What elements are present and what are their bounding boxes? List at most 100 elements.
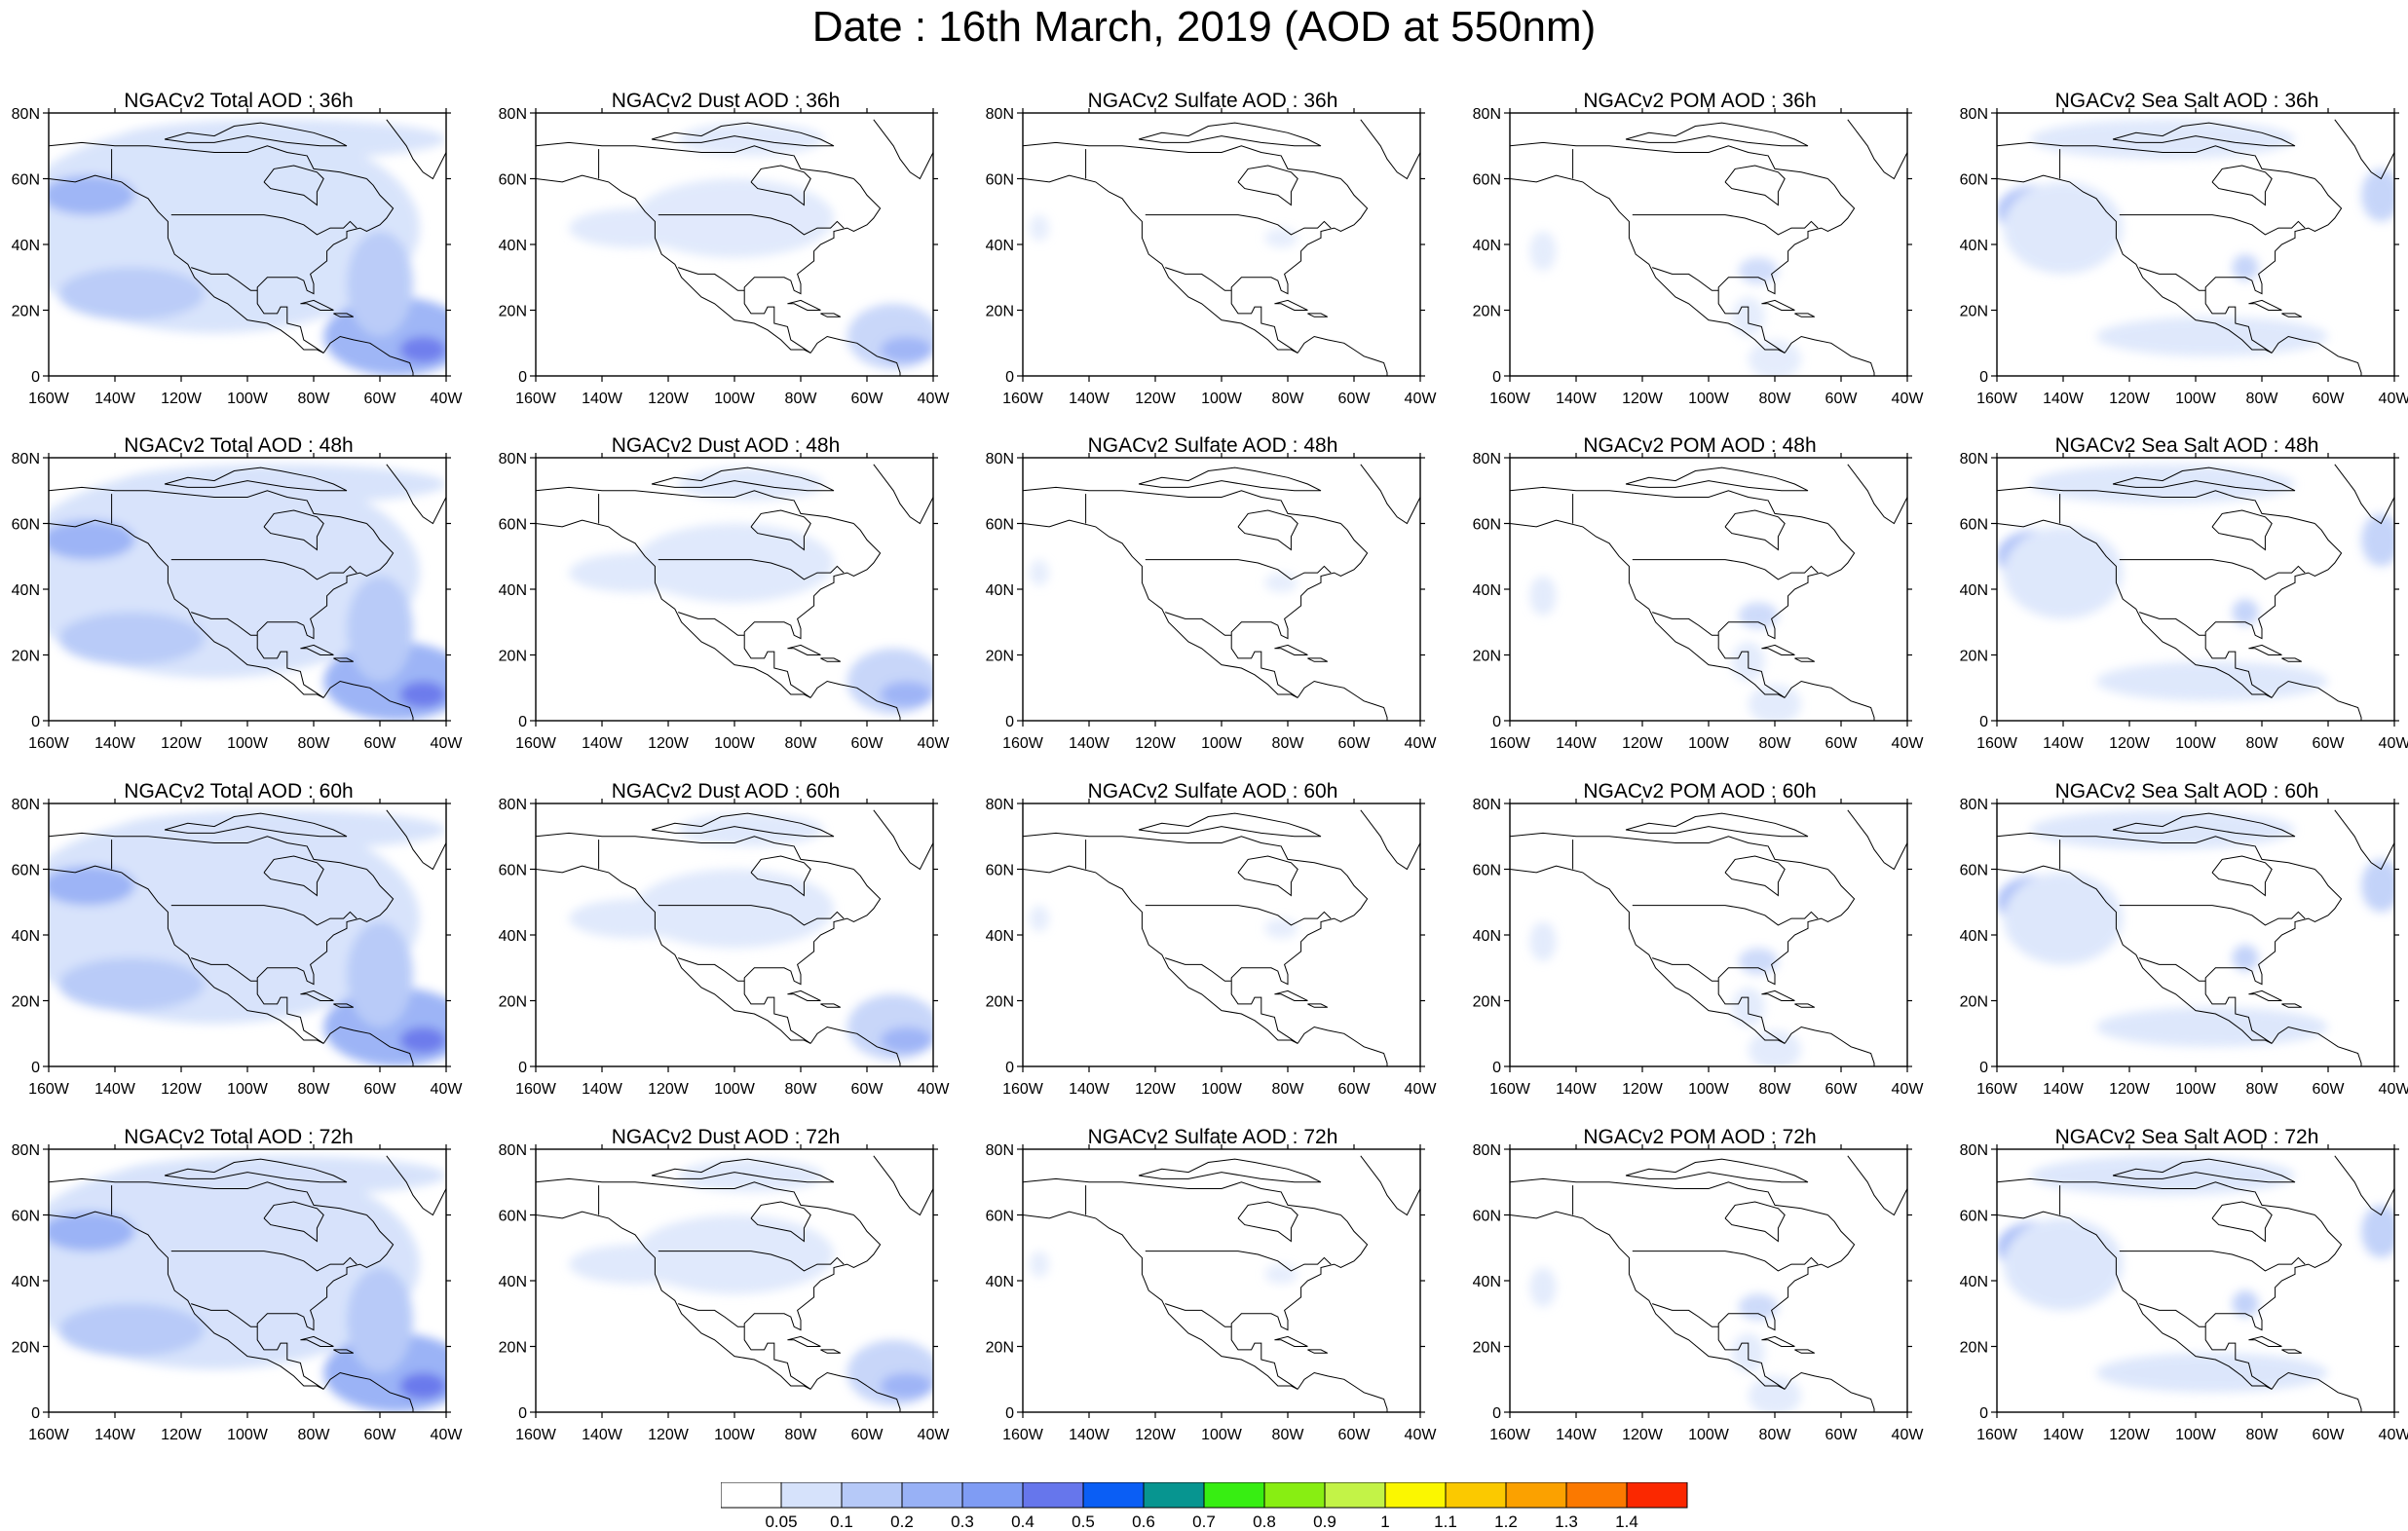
lon-label: 140W [94, 391, 136, 407]
coastline [1724, 1201, 1786, 1243]
coastline [170, 905, 357, 926]
lon-label: 140W [94, 1081, 136, 1098]
coastline [191, 612, 258, 636]
lon-label: 100W [2175, 1427, 2217, 1443]
lon-label: 100W [227, 735, 269, 752]
lat-label: 40N [1960, 582, 1988, 599]
aerosol-field [115, 464, 446, 504]
lon-label: 80W [2246, 1081, 2279, 1098]
coastline [1023, 486, 1341, 524]
colorbar: 0.05 0.1 0.2 0.3 0.4 0.5 0.6 0.7 0.8 0.9 1 1.1 1.2 1.… [721, 1482, 1690, 1529]
lat-label: 20N [1960, 994, 1988, 1011]
lat-label: 20N [499, 1340, 527, 1357]
coastline [2271, 680, 2362, 721]
coastline [170, 1251, 357, 1272]
lat-label: 80N [1473, 106, 1501, 123]
panel-title: NGACv2 Sea Salt AOD : 36h [2054, 90, 2319, 112]
aerosol-field [58, 612, 205, 665]
lon-label: 40W [918, 1081, 951, 1098]
coastline [1784, 1371, 1875, 1412]
coastline [1724, 855, 1786, 897]
coastline [1274, 990, 1308, 1001]
lon-label: 120W [161, 1427, 203, 1443]
aerosol-field [1529, 576, 1557, 616]
coastline [536, 832, 854, 870]
coastline [750, 165, 811, 206]
lon-label: 120W [1135, 1427, 1177, 1443]
lon-label: 160W [1002, 1427, 1044, 1443]
lon-label: 100W [714, 391, 756, 407]
coastline [322, 1371, 414, 1412]
lon-label: 60W [364, 1427, 397, 1443]
aerosol-field [2232, 1290, 2259, 1318]
lat-label: 40N [1960, 238, 1988, 254]
lat-label: 40N [1473, 238, 1501, 254]
coastline [1724, 165, 1786, 206]
panel-title: NGACv2 Dust AOD : 72h [611, 1126, 841, 1148]
lon-label: 100W [1201, 1427, 1243, 1443]
coastline [2119, 905, 2306, 926]
lat-label: 0 [1492, 1060, 1501, 1076]
lon-label: 100W [2175, 391, 2217, 407]
coastline [1510, 141, 1828, 179]
coastline [1717, 869, 1856, 1044]
lon-label: 160W [1976, 1427, 2018, 1443]
lon-label: 100W [714, 735, 756, 752]
coastline [743, 178, 882, 354]
lat-label: 40N [1473, 1274, 1501, 1290]
lon-label: 80W [1759, 1081, 1792, 1098]
coastline [1717, 178, 1856, 354]
coastline [536, 486, 854, 524]
coastline [2281, 1349, 2303, 1354]
coastline [1165, 1303, 1232, 1327]
panel-title: NGACv2 Dust AOD : 48h [611, 434, 841, 457]
coastline [191, 957, 258, 982]
lat-label: 80N [986, 106, 1014, 123]
colorbar-label: 1.4 [1615, 1512, 1638, 1529]
aerosol-field [2096, 1007, 2328, 1047]
lon-label: 100W [1688, 391, 1730, 407]
coastline [651, 122, 835, 147]
lat-label: 60N [499, 172, 527, 189]
coastline [1165, 612, 1232, 636]
lon-label: 80W [2246, 735, 2279, 752]
aerosol-field [678, 1159, 824, 1192]
coastline [1138, 812, 1322, 838]
aerosol-field [1738, 602, 1779, 629]
coastline [2334, 809, 2394, 871]
lat-label: 20N [986, 994, 1014, 1011]
panel-title: NGACv2 Total AOD : 72h [124, 1126, 354, 1148]
colorbar-swatch [901, 1482, 963, 1509]
coastline [300, 644, 334, 655]
coastline [1165, 267, 1232, 291]
lat-label: 60N [1960, 863, 1988, 879]
coastline [2119, 214, 2306, 236]
coastline [1023, 832, 1341, 870]
lat-label: 0 [1005, 1060, 1014, 1076]
coastline [2139, 1303, 2206, 1327]
lon-label: 120W [2109, 1081, 2151, 1098]
lat-label: 80N [1473, 1142, 1501, 1159]
lat-label: 40N [12, 928, 40, 945]
coastline [1761, 1335, 1795, 1347]
lon-label: 40W [2379, 391, 2408, 407]
lon-label: 120W [1135, 1081, 1177, 1098]
lon-label: 160W [1976, 391, 2018, 407]
coastline [1761, 644, 1795, 655]
coastline [386, 809, 446, 871]
lat-label: 20N [12, 649, 40, 665]
panel-title: NGACv2 Sulfate AOD : 60h [1087, 780, 1338, 803]
lat-label: 80N [1960, 451, 1988, 467]
aerosol-field [49, 1212, 135, 1251]
coastline [256, 523, 395, 698]
coastline [1145, 905, 1332, 926]
colorbar-label: 0.1 [830, 1512, 853, 1529]
aerosol-field [2003, 872, 2124, 965]
panel-title: NGACv2 Total AOD : 60h [124, 780, 354, 803]
aerosol-field [2232, 945, 2259, 972]
coastline [678, 267, 745, 291]
panel-title: NGACv2 Sulfate AOD : 72h [1087, 1126, 1338, 1148]
lon-label: 140W [1556, 1427, 1598, 1443]
map-svg: 0 20N 40N 60N 80N 160W 140W 120W 100W 80W 60W 40W [12, 451, 464, 752]
coastline [1237, 855, 1298, 897]
